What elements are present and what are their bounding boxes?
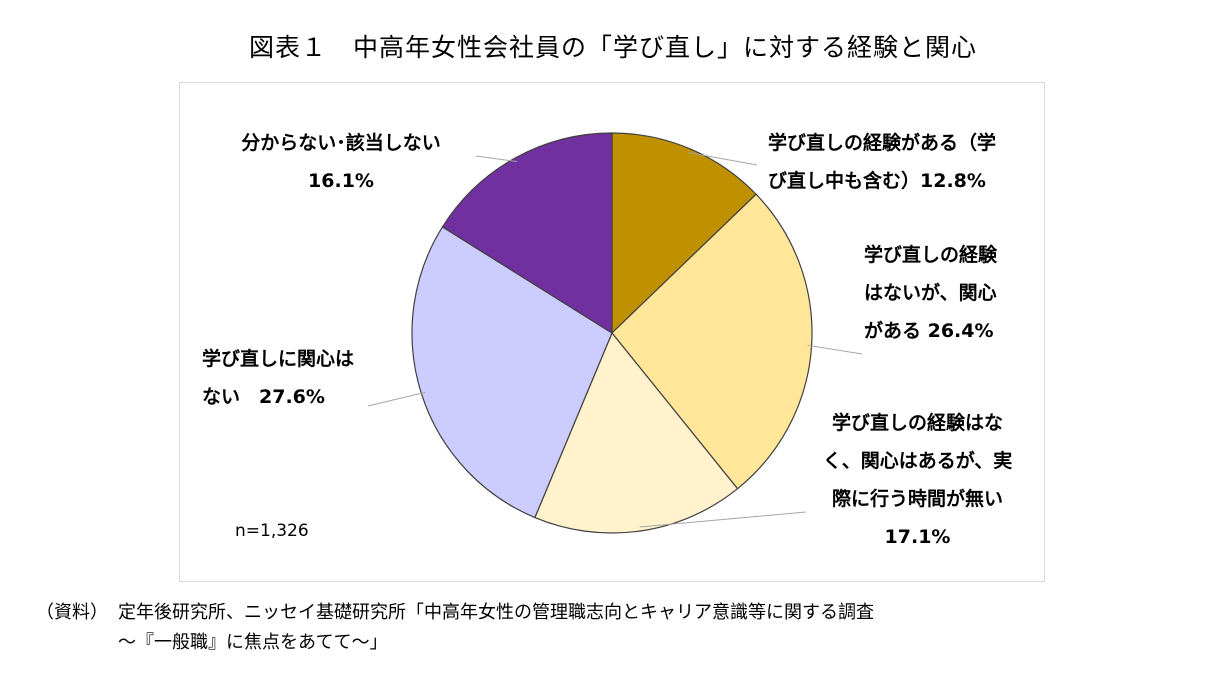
slice-label-line: 17.1% xyxy=(884,526,951,548)
source-note: （資料） 定年後研究所、ニッセイ基礎研究所「中高年女性の管理職志向とキャリア意識… xyxy=(36,598,874,658)
leader-line xyxy=(639,511,807,528)
source-line-2: ～『一般職』に焦点をあてて～」 xyxy=(118,632,388,653)
slice-label-not-interested: 学び直しに関心は ない 27.6% xyxy=(202,340,354,416)
slice-experienced xyxy=(611,132,757,335)
sample-size-note: n=1,326 xyxy=(235,521,309,541)
slice-label-no-time: 学び直しの経験はな く、関心はあるが、実 際に行う時間が無い 17.1% xyxy=(810,404,1025,556)
leader-line xyxy=(688,152,758,166)
slice-label-interested: 学び直しの経験 はないが、関心 がある 26.4% xyxy=(864,236,997,350)
slice-label-line: ない 27.6% xyxy=(202,386,325,408)
slice-label-line: 分からない･該当しない xyxy=(241,132,441,154)
slice-no-time xyxy=(534,331,739,534)
leader-line xyxy=(367,391,426,407)
slice-label-line: 学び直しの経験はな xyxy=(831,412,1003,434)
slice-label-unknown: 分からない･該当しない 16.1% xyxy=(222,124,460,200)
source-label: （資料） xyxy=(36,602,108,623)
slice-label-line: び直し中も含む）12.8% xyxy=(768,170,986,192)
slice-unknown xyxy=(441,132,613,335)
source-line-1: 定年後研究所、ニッセイ基礎研究所「中高年女性の管理職志向とキャリア意識等に関する… xyxy=(118,602,874,623)
leader-line xyxy=(807,344,863,355)
slice-label-line: 16.1% xyxy=(308,170,374,192)
chart-title: 図表１ 中高年女性会社員の「学び直し」に対する経験と関心 xyxy=(248,33,977,62)
slice-label-experienced: 学び直しの経験がある（学 び直し中も含む）12.8% xyxy=(768,124,996,200)
slice-label-line: 学び直しの経験 xyxy=(864,244,998,266)
leader-line xyxy=(475,155,518,163)
chart-frame xyxy=(179,82,1045,582)
slice-label-line: がある 26.4% xyxy=(864,320,994,342)
slice-label-line: 際に行う時間が無い xyxy=(831,488,1003,510)
slice-label-line: はないが、関心 xyxy=(864,282,997,304)
slice-label-line: く、関心はあるが、実 xyxy=(822,450,1013,472)
slice-label-line: 学び直しに関心は xyxy=(202,348,355,370)
slice-label-line: 学び直しの経験がある（学 xyxy=(768,132,997,154)
